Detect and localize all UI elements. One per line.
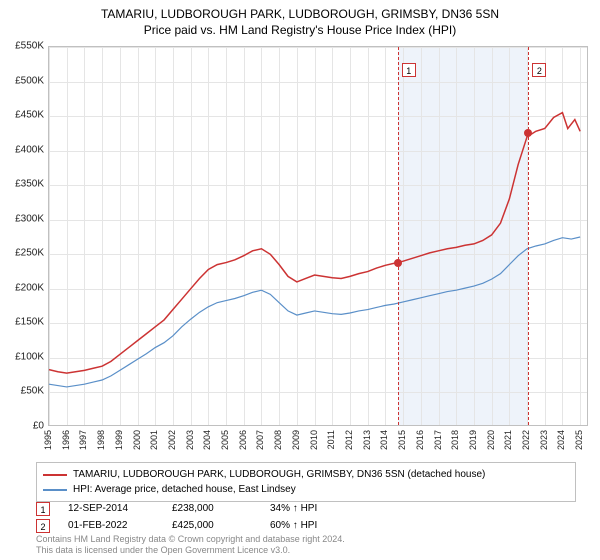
- sale-marker-box: 1: [36, 502, 50, 516]
- y-tick-label: £150K: [15, 317, 44, 328]
- footer-line-2: This data is licensed under the Open Gov…: [36, 545, 345, 556]
- x-tick-label: 2002: [167, 430, 177, 450]
- y-tick-label: £100K: [15, 351, 44, 362]
- x-tick-label: 2003: [185, 430, 195, 450]
- series-hpi: [49, 237, 580, 387]
- x-tick-label: 2024: [556, 430, 566, 450]
- line-layer: [49, 47, 587, 425]
- x-tick-label: 2022: [521, 430, 531, 450]
- chart-container: TAMARIU, LUDBOROUGH PARK, LUDBOROUGH, GR…: [0, 0, 600, 560]
- x-tick-label: 2001: [149, 430, 159, 450]
- x-tick-label: 2000: [132, 430, 142, 450]
- sales-table: 1 12-SEP-2014 £238,000 34% ↑ HPI 2 01-FE…: [36, 500, 317, 534]
- sale-marker-line: [398, 47, 399, 425]
- y-tick-label: £300K: [15, 213, 44, 224]
- x-tick-label: 2014: [379, 430, 389, 450]
- sale-marker-badge: 1: [402, 63, 416, 77]
- x-tick-label: 2010: [309, 430, 319, 450]
- footer-line-1: Contains HM Land Registry data © Crown c…: [36, 534, 345, 545]
- series-property: [49, 113, 580, 373]
- sale-marker-badge: 2: [532, 63, 546, 77]
- sale-marker-dot: [524, 129, 532, 137]
- y-tick-label: £400K: [15, 144, 44, 155]
- x-tick-label: 2018: [450, 430, 460, 450]
- sale-marker-line: [528, 47, 529, 425]
- sale-row: 2 01-FEB-2022 £425,000 60% ↑ HPI: [36, 517, 317, 534]
- y-tick-label: £50K: [21, 386, 44, 397]
- plot-area: 12: [48, 46, 588, 426]
- x-tick-label: 2007: [255, 430, 265, 450]
- y-tick-label: £250K: [15, 248, 44, 259]
- legend-item-property: TAMARIU, LUDBOROUGH PARK, LUDBOROUGH, GR…: [43, 467, 569, 482]
- sale-price: £238,000: [172, 500, 252, 517]
- sale-row: 1 12-SEP-2014 £238,000 34% ↑ HPI: [36, 500, 317, 517]
- title-line-1: TAMARIU, LUDBOROUGH PARK, LUDBOROUGH, GR…: [0, 6, 600, 22]
- sale-marker-dot: [394, 259, 402, 267]
- x-tick-label: 2023: [539, 430, 549, 450]
- sale-date: 01-FEB-2022: [68, 517, 154, 534]
- x-tick-label: 2008: [273, 430, 283, 450]
- x-tick-label: 2017: [433, 430, 443, 450]
- y-tick-label: £350K: [15, 179, 44, 190]
- y-tick-label: £450K: [15, 110, 44, 121]
- footer-attribution: Contains HM Land Registry data © Crown c…: [36, 534, 345, 557]
- x-tick-label: 1997: [78, 430, 88, 450]
- x-tick-label: 1999: [114, 430, 124, 450]
- x-tick-label: 2019: [468, 430, 478, 450]
- x-tick-label: 2020: [486, 430, 496, 450]
- legend: TAMARIU, LUDBOROUGH PARK, LUDBOROUGH, GR…: [36, 462, 576, 502]
- x-tick-label: 2016: [415, 430, 425, 450]
- x-tick-label: 2013: [362, 430, 372, 450]
- y-tick-label: £200K: [15, 282, 44, 293]
- legend-swatch: [43, 474, 67, 476]
- x-tick-label: 1998: [96, 430, 106, 450]
- legend-label: TAMARIU, LUDBOROUGH PARK, LUDBOROUGH, GR…: [73, 467, 485, 482]
- x-tick-label: 2009: [291, 430, 301, 450]
- x-tick-label: 2004: [202, 430, 212, 450]
- x-tick-label: 2025: [574, 430, 584, 450]
- sale-date: 12-SEP-2014: [68, 500, 154, 517]
- legend-label: HPI: Average price, detached house, East…: [73, 482, 296, 497]
- x-tick-label: 1996: [61, 430, 71, 450]
- legend-item-hpi: HPI: Average price, detached house, East…: [43, 482, 569, 497]
- x-tick-label: 2011: [326, 430, 336, 449]
- title-line-2: Price paid vs. HM Land Registry's House …: [0, 22, 600, 38]
- x-tick-label: 1995: [43, 430, 53, 450]
- x-tick-label: 2015: [397, 430, 407, 450]
- x-tick-label: 2012: [344, 430, 354, 450]
- x-tick-label: 2021: [503, 430, 513, 450]
- y-tick-label: £550K: [15, 41, 44, 52]
- legend-swatch: [43, 489, 67, 491]
- sale-marker-box: 2: [36, 519, 50, 533]
- sale-price: £425,000: [172, 517, 252, 534]
- y-tick-label: £500K: [15, 75, 44, 86]
- sale-delta: 34% ↑ HPI: [270, 500, 317, 517]
- x-tick-label: 2005: [220, 430, 230, 450]
- chart-title: TAMARIU, LUDBOROUGH PARK, LUDBOROUGH, GR…: [0, 0, 600, 38]
- sale-delta: 60% ↑ HPI: [270, 517, 317, 534]
- x-tick-label: 2006: [238, 430, 248, 450]
